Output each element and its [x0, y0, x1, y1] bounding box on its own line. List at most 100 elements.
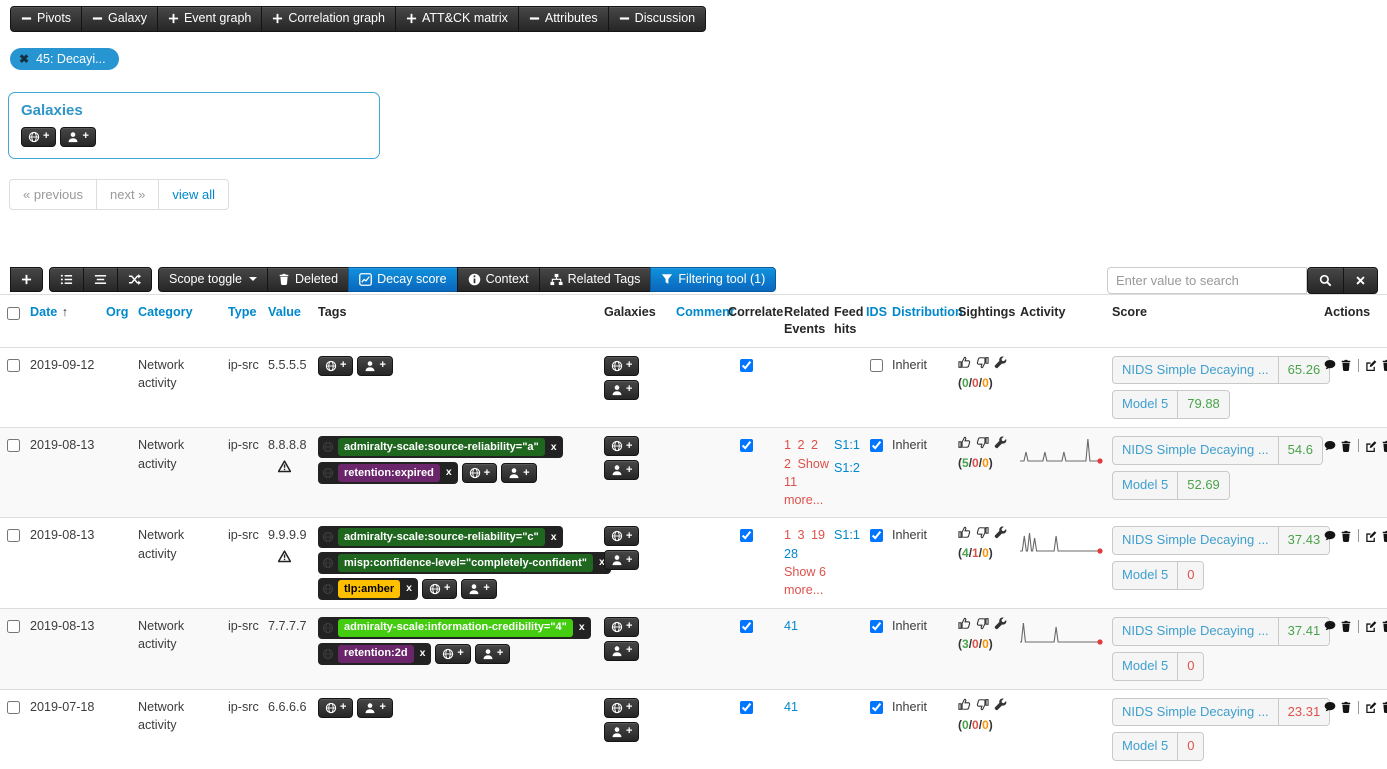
decay-model-name[interactable]: Model 5: [1122, 396, 1169, 412]
sort-link-comment[interactable]: Comment: [676, 304, 735, 319]
toggle-event-graph[interactable]: Event graph: [156, 6, 263, 32]
correlate-checkbox[interactable]: [740, 700, 753, 714]
remove-tag-icon[interactable]: x: [550, 530, 557, 543]
related-event-link[interactable]: 41: [784, 699, 799, 714]
add-local-tag-button[interactable]: +: [501, 463, 537, 484]
remove-tag-icon[interactable]: x: [550, 440, 557, 453]
delete-action[interactable]: [1381, 359, 1387, 372]
search-button[interactable]: [1307, 266, 1344, 294]
ids-checkbox[interactable]: [870, 358, 883, 372]
filtering-tool-button[interactable]: Filtering tool (1): [650, 266, 777, 293]
comment-action[interactable]: [1324, 359, 1336, 371]
attribute-tag[interactable]: retention:expired x: [318, 462, 458, 484]
add-local-tag-button[interactable]: +: [461, 578, 497, 599]
feed-hit-link[interactable]: S1:2: [834, 460, 860, 475]
decay-model-name[interactable]: NIDS Simple Decaying ...: [1122, 442, 1269, 458]
context-button[interactable]: Context: [456, 266, 540, 293]
comment-action[interactable]: [1324, 701, 1336, 713]
add-attribute-button[interactable]: [10, 266, 43, 293]
decay-model-name[interactable]: Model 5: [1122, 567, 1169, 583]
add-local-galaxy-button[interactable]: +: [604, 550, 640, 571]
related-event-link[interactable]: 2: [811, 438, 819, 453]
trash-action[interactable]: [1340, 620, 1352, 633]
add-sighting-icon[interactable]: [958, 617, 971, 630]
row-select-checkbox[interactable]: [7, 439, 20, 453]
related-event-link[interactable]: 3: [797, 528, 805, 543]
add-sighting-icon[interactable]: [958, 526, 971, 539]
edit-action[interactable]: [1365, 440, 1377, 452]
remove-filter-icon[interactable]: ✖: [19, 51, 30, 66]
related-event-link[interactable]: 2: [784, 456, 792, 471]
trash-action[interactable]: [1340, 440, 1352, 452]
decay-score-badge[interactable]: NIDS Simple Decaying ... 23.31: [1112, 697, 1331, 727]
toggle-correlation-graph[interactable]: Correlation graph: [261, 6, 396, 32]
add-tag-button[interactable]: +: [435, 643, 471, 664]
delete-action[interactable]: [1381, 440, 1387, 452]
add-tag-button[interactable]: +: [421, 578, 458, 599]
add-false-positive-icon[interactable]: [976, 617, 989, 630]
add-tag-button[interactable]: +: [318, 355, 354, 376]
edit-action[interactable]: [1365, 620, 1377, 633]
decay-score-badge[interactable]: NIDS Simple Decaying ... 37.43: [1112, 526, 1331, 556]
add-false-positive-icon[interactable]: [976, 356, 989, 369]
toggle-att-ck-matrix[interactable]: ATT&CK matrix: [394, 6, 519, 32]
trash-action[interactable]: [1340, 530, 1352, 542]
shuffle-view-button[interactable]: [117, 266, 152, 293]
decay-model-name[interactable]: Model 5: [1122, 657, 1169, 673]
feed-hit-link[interactable]: S1:1: [834, 438, 860, 453]
ids-checkbox[interactable]: [870, 439, 883, 453]
add-false-positive-icon[interactable]: [976, 526, 989, 539]
add-tag-button[interactable]: +: [461, 463, 498, 484]
add-galaxy-button[interactable]: +: [604, 355, 640, 376]
ids-checkbox[interactable]: [870, 619, 883, 633]
related-event-link[interactable]: 1: [784, 528, 792, 543]
toggle-discussion[interactable]: Discussion: [607, 6, 707, 32]
edit-action[interactable]: [1365, 359, 1377, 372]
related-tags-button[interactable]: Related Tags: [538, 266, 652, 293]
add-false-positive-icon[interactable]: [976, 436, 989, 449]
next-page-button[interactable]: next »: [95, 178, 160, 210]
decay-filter-pill[interactable]: ✖ 45: Decayi...: [10, 47, 119, 70]
delete-action[interactable]: [1381, 701, 1387, 714]
decay-score-badge[interactable]: Model 5 0: [1112, 732, 1205, 762]
correlate-checkbox[interactable]: [740, 529, 753, 543]
add-galaxy-button[interactable]: +: [604, 616, 640, 637]
attribute-tag[interactable]: misp:confidence-level="completely-confid…: [318, 552, 611, 574]
decay-score-badge[interactable]: Model 5 79.88: [1112, 390, 1230, 420]
sort-link-ids[interactable]: IDS: [866, 304, 887, 319]
advanced-sightings-icon[interactable]: [994, 526, 1007, 539]
add-local-galaxy-button[interactable]: +: [604, 460, 640, 481]
remove-tag-icon[interactable]: x: [578, 621, 585, 634]
add-local-galaxy-button[interactable]: +: [604, 640, 640, 661]
attribute-tag[interactable]: tlp:amber x: [318, 578, 418, 600]
related-event-link[interactable]: 2: [797, 438, 805, 453]
add-sighting-icon[interactable]: [958, 356, 971, 369]
sort-link-value[interactable]: Value: [268, 304, 301, 319]
view-all-button[interactable]: view all: [158, 178, 230, 210]
comment-action[interactable]: [1324, 530, 1336, 542]
condensed-view-button[interactable]: [83, 266, 118, 293]
trash-action[interactable]: [1340, 701, 1352, 714]
row-select-checkbox[interactable]: [7, 529, 20, 543]
related-event-link[interactable]: 1: [784, 438, 792, 453]
select-all-checkbox[interactable]: [7, 306, 20, 320]
advanced-sightings-icon[interactable]: [994, 617, 1007, 630]
advanced-sightings-icon[interactable]: [994, 356, 1007, 369]
add-galaxy-button[interactable]: +: [604, 436, 640, 457]
remove-tag-icon[interactable]: x: [599, 556, 605, 569]
ids-checkbox[interactable]: [870, 529, 883, 543]
scope-toggle-button[interactable]: Scope toggle: [158, 266, 268, 293]
add-local-galaxy-button[interactable]: +: [604, 721, 640, 742]
sort-link-distribution[interactable]: Distribution: [892, 304, 963, 319]
correlate-checkbox[interactable]: [740, 619, 753, 633]
correlate-checkbox[interactable]: [740, 439, 753, 453]
add-galaxy-button[interactable]: +: [21, 126, 57, 147]
sort-link-category[interactable]: Category: [138, 304, 193, 319]
edit-action[interactable]: [1365, 530, 1377, 542]
add-galaxy-button[interactable]: +: [604, 697, 640, 718]
decay-model-name[interactable]: NIDS Simple Decaying ...: [1122, 361, 1269, 377]
remove-tag-icon[interactable]: x: [406, 582, 412, 595]
attribute-tag[interactable]: retention:2d x: [318, 642, 432, 665]
decay-model-name[interactable]: NIDS Simple Decaying ...: [1122, 532, 1269, 548]
add-tag-button[interactable]: +: [318, 697, 354, 718]
